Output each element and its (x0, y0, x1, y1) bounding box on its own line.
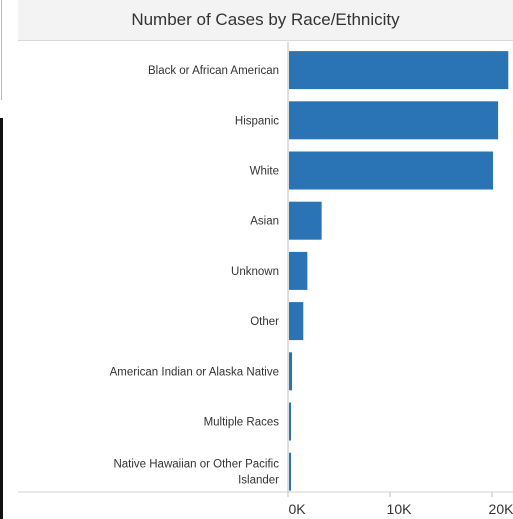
category-label: Hispanic (235, 115, 279, 127)
bar-other[interactable] (289, 302, 304, 341)
panel-divider (1, 0, 2, 100)
category-label: Native Hawaiian or Other Pacific Islander (113, 459, 279, 487)
bar-multiple-races[interactable] (289, 402, 291, 441)
category-label: Asian (250, 216, 279, 228)
bar-unknown[interactable] (289, 251, 308, 290)
bar-american-indian-or-alaska-native[interactable] (289, 352, 293, 391)
bar-hispanic[interactable] (289, 101, 499, 140)
category-label: Multiple Races (204, 417, 280, 429)
panel-edge (0, 118, 3, 519)
x-tick-label: 20K (489, 501, 513, 517)
category-label: White (250, 166, 279, 178)
category-label: American Indian or Alaska Native (110, 366, 279, 378)
category-label: Black or African American (148, 65, 279, 77)
x-tick-label: 0K (288, 501, 306, 517)
category-label: Other (250, 316, 279, 328)
bar-native-hawaiian-or-other-pacific-islander[interactable] (289, 452, 291, 491)
x-tick-label: 10K (387, 501, 413, 517)
chart-title: Number of Cases by Race/Ethnicity (131, 10, 400, 29)
chart-title-bar: Number of Cases by Race/Ethnicity (18, 0, 513, 41)
bar-white[interactable] (289, 151, 493, 190)
category-label: Unknown (231, 266, 279, 278)
bar-asian[interactable] (289, 201, 322, 240)
bar-black-or-african-american[interactable] (289, 51, 509, 90)
